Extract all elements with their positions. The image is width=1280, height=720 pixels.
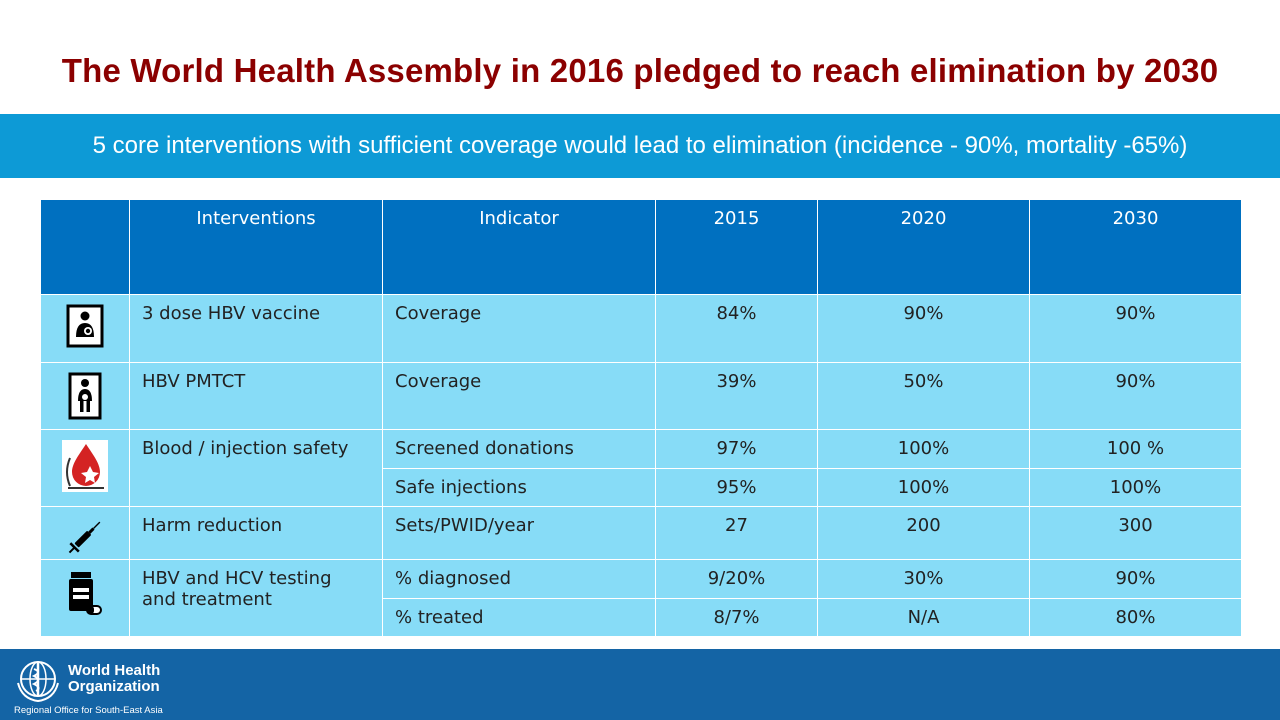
syringe-icon xyxy=(68,521,101,554)
table-row: 3 dose HBV vaccine Coverage 84% 90% 90% xyxy=(40,294,1242,363)
value-2020: 100% xyxy=(817,429,1030,469)
header-icon-col xyxy=(40,199,130,295)
intervention-label: Blood / injection safety xyxy=(129,429,383,507)
header-2020: 2020 xyxy=(817,199,1030,295)
value-2020: 100% xyxy=(817,468,1030,507)
footer-bar: World Health Organization Regional Offic… xyxy=(0,649,1280,720)
table-row: HBV PMTCT Coverage 39% 50% 90% xyxy=(40,362,1242,430)
value-2015: 8/7% xyxy=(655,598,818,637)
intervention-label: HBV PMTCT xyxy=(129,362,383,430)
blood-drop-icon xyxy=(62,440,108,492)
who-org-name: World Health Organization xyxy=(68,662,161,695)
header-2030: 2030 xyxy=(1029,199,1242,295)
who-region-label: Regional Office for South-East Asia xyxy=(14,705,163,716)
value-2030: 80% xyxy=(1029,598,1242,637)
value-2015: 39% xyxy=(655,362,818,430)
row-icon-cell xyxy=(40,294,130,363)
pill-bottle-icon xyxy=(69,572,102,615)
value-2030: 90% xyxy=(1029,559,1242,599)
table-row: Blood / injection safety Screened donati… xyxy=(40,429,1242,507)
value-2020: 200 xyxy=(817,506,1030,560)
value-2015: 97% xyxy=(655,429,818,469)
value-2020: N/A xyxy=(817,598,1030,637)
subtitle-text: 5 core interventions with sufficient cov… xyxy=(92,132,1188,159)
who-emblem-icon xyxy=(17,661,59,703)
table-row: Harm reduction Sets/PWID/year 27 200 300 xyxy=(40,506,1242,560)
header-2015: 2015 xyxy=(655,199,818,295)
intervention-label: HBV and HCV testing and treatment xyxy=(129,559,383,637)
value-2030: 90% xyxy=(1029,294,1242,363)
header-interventions: Interventions xyxy=(129,199,383,295)
indicator-label: Screened donations xyxy=(382,429,656,469)
value-2020: 90% xyxy=(817,294,1030,363)
row-icon-cell xyxy=(40,559,130,637)
table-row: Safe injections 95% 100% 100% xyxy=(41,468,1242,507)
row-icon-cell xyxy=(40,362,130,430)
table-row: % treated 8/7% N/A 80% xyxy=(41,598,1242,637)
value-2015: 95% xyxy=(655,468,818,507)
slide-title: The World Health Assembly in 2016 pledge… xyxy=(61,52,1219,89)
vaccine-mother-child-icon xyxy=(66,304,104,348)
row-icon-cell xyxy=(40,429,130,507)
row-icon-cell xyxy=(40,506,130,560)
interventions-table: Interventions Indicator 2015 2020 2030 3… xyxy=(40,199,1242,637)
pregnant-woman-icon xyxy=(68,372,102,420)
intervention-label: 3 dose HBV vaccine xyxy=(129,294,383,363)
indicator-label: Sets/PWID/year xyxy=(382,506,656,560)
subtitle-banner: 5 core interventions with sufficient cov… xyxy=(0,114,1280,178)
indicator-label: Coverage xyxy=(382,294,656,363)
value-2015: 9/20% xyxy=(655,559,818,599)
table-header-row: Interventions Indicator 2015 2020 2030 xyxy=(40,199,1242,295)
table-row: HBV and HCV testing and treatment % diag… xyxy=(40,559,1242,637)
indicator-label: Safe injections xyxy=(382,468,656,507)
value-2030: 100% xyxy=(1029,468,1242,507)
indicator-label: % treated xyxy=(382,598,656,637)
value-2030: 300 xyxy=(1029,506,1242,560)
indicator-label: Coverage xyxy=(382,362,656,430)
value-2015: 27 xyxy=(655,506,818,560)
indicator-label: % diagnosed xyxy=(382,559,656,599)
value-2015: 84% xyxy=(655,294,818,363)
value-2030: 90% xyxy=(1029,362,1242,430)
value-2020: 50% xyxy=(817,362,1030,430)
header-indicator: Indicator xyxy=(382,199,656,295)
value-2030: 100 % xyxy=(1029,429,1242,469)
value-2020: 30% xyxy=(817,559,1030,599)
intervention-label: Harm reduction xyxy=(129,506,383,560)
